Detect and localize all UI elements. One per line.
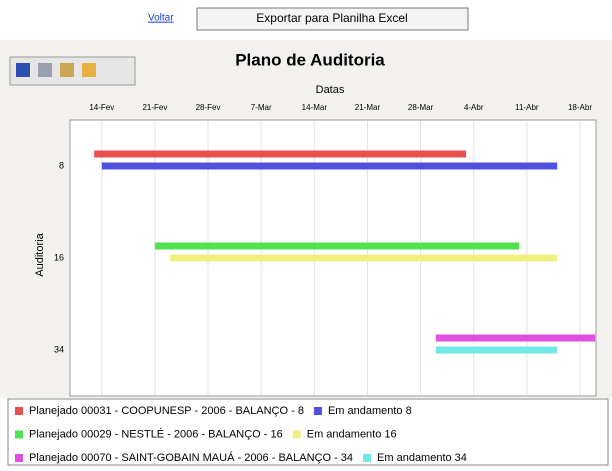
export-button[interactable] (196, 7, 469, 31)
legend (7, 398, 609, 466)
x-tick-label: 11-Abr (515, 103, 539, 112)
x-tick-label: 21-Fev (142, 103, 167, 112)
legend-label: Planejado 00029 - NESTLÉ - 2006 - BALANÇ… (29, 427, 283, 440)
legend-swatch (15, 407, 23, 415)
bar (94, 150, 467, 158)
back-link[interactable]: Voltar (148, 13, 174, 24)
open-icon[interactable] (60, 63, 74, 77)
legend-label: Em andamento 34 (377, 452, 467, 464)
legend-swatch (292, 430, 301, 439)
save-icon[interactable] (16, 63, 30, 77)
y-tick-label: 16 (54, 252, 64, 262)
export-icon[interactable] (82, 63, 96, 77)
legend-label: Planejado 00031 - COOPUNESP - 2006 - BAL… (29, 405, 304, 417)
print-icon[interactable] (38, 63, 52, 77)
toolbar (9, 56, 136, 86)
y-axis-label: Auditoria (34, 232, 46, 276)
x-tick-label: 14-Mar (302, 103, 328, 112)
legend-swatch (313, 407, 322, 415)
bar (101, 162, 558, 170)
export-button-label[interactable]: Exportar para Planilha Excel (256, 11, 407, 25)
x-tick-label: 28-Fev (196, 103, 221, 112)
chart-title: Plano de Auditoria (235, 50, 385, 69)
legend-label: Em andamento 16 (307, 428, 397, 440)
x-tick-label: 4-Abr (464, 103, 484, 112)
legend-swatch (15, 454, 23, 462)
x-tick-label: 21-Mar (355, 103, 381, 112)
x-tick-label: 18-Abr (568, 103, 592, 112)
bar (435, 346, 558, 354)
bar (435, 334, 596, 342)
legend-label: Em andamento 8 (328, 405, 412, 417)
x-axis-label: Datas (316, 84, 345, 96)
x-tick-label: 7-Mar (251, 103, 272, 112)
bar (170, 254, 558, 262)
x-tick-label: 28-Mar (408, 103, 434, 112)
x-tick-label: 14-Fev (89, 103, 114, 112)
y-tick-label: 34 (54, 344, 64, 354)
y-tick-label: 8 (59, 160, 64, 170)
legend-label: Planejado 00070 - SAINT-GOBAIN MAUÁ - 20… (29, 451, 353, 464)
legend-swatch (363, 454, 372, 462)
bar (154, 242, 520, 250)
legend-swatch (15, 430, 23, 439)
